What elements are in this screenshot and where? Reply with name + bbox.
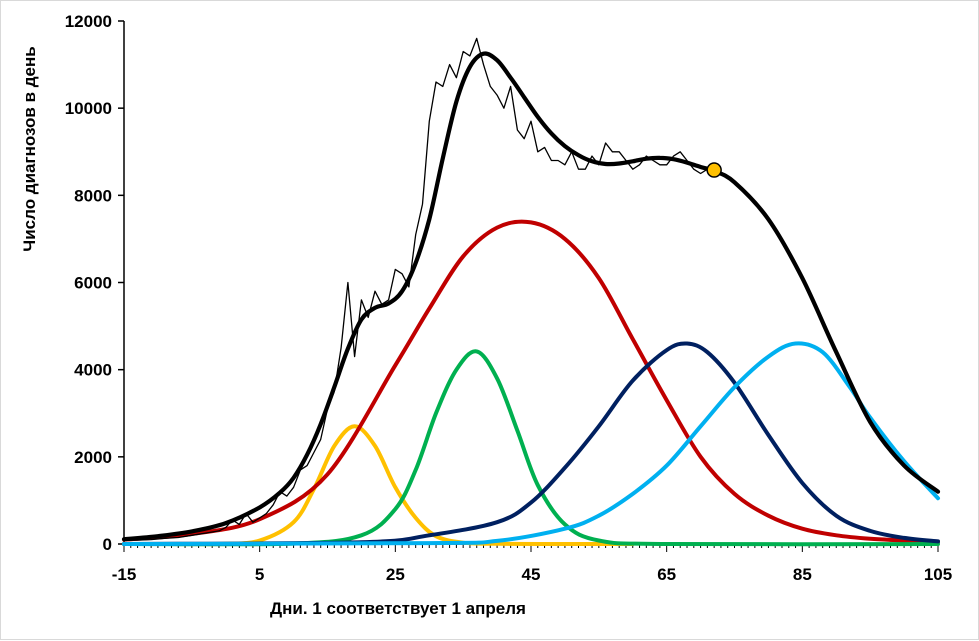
current-point-marker <box>706 162 722 178</box>
x-tick-label: 5 <box>255 565 264 584</box>
x-tick-label: 65 <box>657 565 676 584</box>
x-tick-label: 25 <box>386 565 405 584</box>
component-curve <box>122 219 940 544</box>
series-layer <box>121 37 941 547</box>
y-tick-label: 4000 <box>74 361 112 380</box>
y-tick-label: 8000 <box>74 186 112 205</box>
y-axis-label: Число диагнозов в день <box>20 46 39 251</box>
y-tick-label: 12000 <box>65 12 112 31</box>
y-tick-label: 6000 <box>74 274 112 293</box>
x-tick-label: -15 <box>112 565 137 584</box>
x-tick-label: 45 <box>522 565 541 584</box>
x-tick-label: 105 <box>924 565 952 584</box>
x-axis-label: Дни. 1 соответствует 1 апреля <box>270 599 526 618</box>
y-tick-label: 0 <box>103 535 112 554</box>
daily-cases-line <box>123 37 715 542</box>
y-axis: 0 2000 4000 6000 8000 10000 12000 <box>65 12 125 554</box>
component-curve <box>122 341 940 546</box>
component-curve <box>122 349 940 547</box>
marker-layer <box>706 162 722 178</box>
x-axis: -15 5 25 45 65 85 105 <box>112 543 952 584</box>
y-tick-label: 10000 <box>65 99 112 118</box>
x-tick-label: 85 <box>793 565 812 584</box>
y-tick-label: 2000 <box>74 448 112 467</box>
